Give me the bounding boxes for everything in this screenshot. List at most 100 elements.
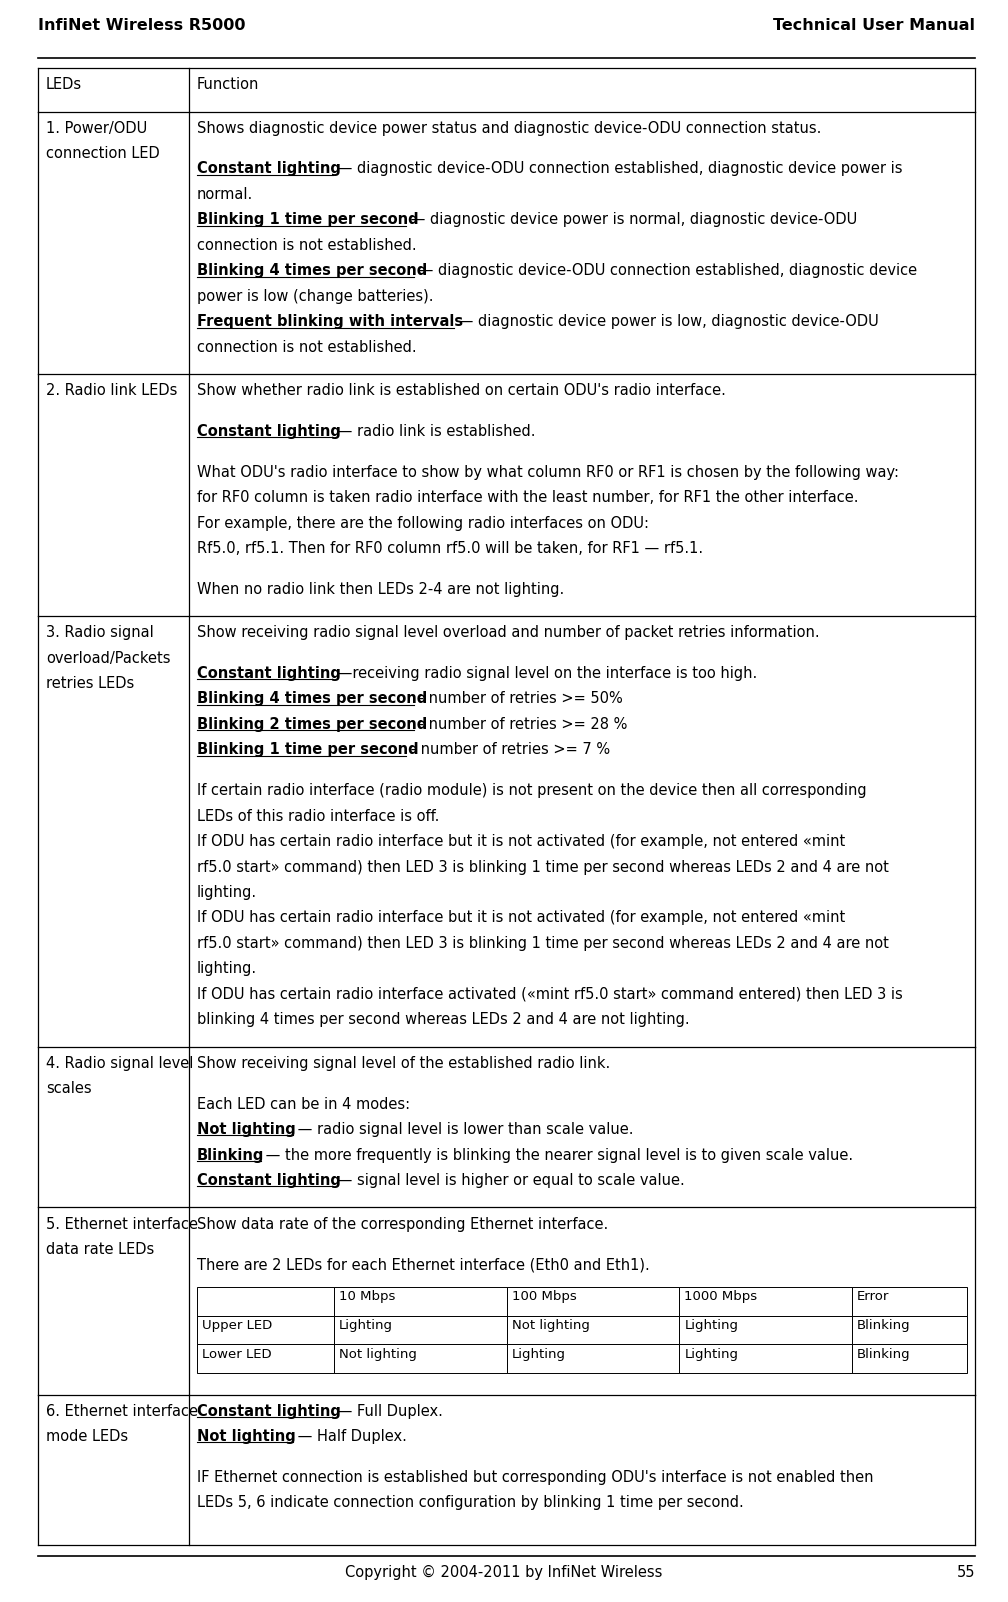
Text: Error: Error [857,1290,889,1302]
Text: for RF0 column is taken radio interface with the least number, for RF1 the other: for RF0 column is taken radio interface … [197,490,859,505]
Text: Show data rate of the corresponding Ethernet interface.: Show data rate of the corresponding Ethe… [197,1216,608,1232]
Text: — radio link is established.: — radio link is established. [334,425,536,439]
Text: IF Ethernet connection is established but corresponding ODU's interface is not e: IF Ethernet connection is established bu… [197,1469,874,1485]
Text: data rate LEDs: data rate LEDs [46,1242,154,1258]
Bar [335,1344,507,1373]
Text: If ODU has certain radio interface but it is not activated (for example, not ent: If ODU has certain radio interface but i… [197,910,846,926]
Text: Upper LED: Upper LED [202,1318,272,1331]
Text: Blinking: Blinking [197,1147,264,1163]
Text: If certain radio interface (radio module) is not present on the device then all : If certain radio interface (radio module… [197,783,867,798]
Text: Constant lighting: Constant lighting [197,162,341,176]
Text: Constant lighting: Constant lighting [197,1173,341,1189]
Bar [679,1286,852,1315]
Text: — signal level is higher or equal to scale value.: — signal level is higher or equal to sca… [334,1173,685,1189]
Text: LEDs 5, 6 indicate connection configuration by blinking 1 time per second.: LEDs 5, 6 indicate connection configurat… [197,1495,744,1511]
Text: Lighting: Lighting [339,1318,393,1331]
Text: — Half Duplex.: — Half Duplex. [293,1429,407,1443]
Text: — the more frequently is blinking the nearer signal level is to given scale valu: — the more frequently is blinking the ne… [261,1147,854,1163]
Text: Constant lighting: Constant lighting [197,1403,341,1418]
Text: Not lighting: Not lighting [197,1429,295,1443]
Text: For example, there are the following radio interfaces on ODU:: For example, there are the following rad… [197,516,649,530]
Text: Show receiving signal level of the established radio link.: Show receiving signal level of the estab… [197,1056,610,1070]
Text: Shows diagnostic device power status and diagnostic device-ODU connection status: Shows diagnostic device power status and… [197,120,822,136]
Text: 2. Radio link LEDs: 2. Radio link LEDs [46,383,177,399]
Bar [507,1344,679,1373]
Text: rf5.0 start» command) then LED 3 is blinking 1 time per second whereas LEDs 2 an: rf5.0 start» command) then LED 3 is blin… [197,860,889,875]
Bar [197,1286,335,1315]
Text: connection is not established.: connection is not established. [197,237,416,253]
Text: — Full Duplex.: — Full Duplex. [334,1403,444,1418]
Text: Technical User Manual: Technical User Manual [773,18,975,34]
Text: InfiNet Wireless R5000: InfiNet Wireless R5000 [38,18,246,34]
Text: — diagnostic device-ODU connection established, diagnostic device: — diagnostic device-ODU connection estab… [413,263,916,279]
Text: mode LEDs: mode LEDs [46,1429,128,1443]
Text: lighting.: lighting. [197,961,257,976]
Text: 100 Mbps: 100 Mbps [512,1290,577,1302]
Text: LEDs of this radio interface is off.: LEDs of this radio interface is off. [197,809,439,823]
Text: Blinking 1 time per second: Blinking 1 time per second [197,742,418,758]
Bar [335,1286,507,1315]
Text: Blinking: Blinking [857,1318,910,1331]
Text: Blinking: Blinking [857,1347,910,1360]
Text: scales: scales [46,1081,92,1096]
Text: Not lighting: Not lighting [339,1347,417,1360]
Text: normal.: normal. [197,187,253,202]
Text: 10 Mbps: 10 Mbps [339,1290,395,1302]
Bar [679,1315,852,1344]
Text: Show whether radio link is established on certain ODU's radio interface.: Show whether radio link is established o… [197,383,726,399]
Text: overload/Packets: overload/Packets [46,650,170,666]
Bar [507,1286,679,1315]
Text: 55: 55 [957,1565,975,1580]
Text: There are 2 LEDs for each Ethernet interface (Eth0 and Eth1).: There are 2 LEDs for each Ethernet inter… [197,1258,650,1272]
Text: If ODU has certain radio interface but it is not activated (for example, not ent: If ODU has certain radio interface but i… [197,835,846,849]
Text: - number of retries >= 7 %: - number of retries >= 7 % [405,742,610,758]
Bar [679,1344,852,1373]
Text: rf5.0 start» command) then LED 3 is blinking 1 time per second whereas LEDs 2 an: rf5.0 start» command) then LED 3 is blin… [197,936,889,952]
Text: connection is not established.: connection is not established. [197,340,416,354]
Text: 3. Radio signal: 3. Radio signal [46,625,154,641]
Text: If ODU has certain radio interface activated («mint rf5.0 start» command entered: If ODU has certain radio interface activ… [197,987,903,1001]
Text: Lighting: Lighting [512,1347,565,1360]
Text: — diagnostic device-ODU connection established, diagnostic device power is: — diagnostic device-ODU connection estab… [334,162,903,176]
Text: Each LED can be in 4 modes:: Each LED can be in 4 modes: [197,1097,410,1112]
Text: Lower LED: Lower LED [202,1347,271,1360]
Text: —receiving radio signal level on the interface is too high.: —receiving radio signal level on the int… [334,666,758,681]
Text: What ODU's radio interface to show by what column RF0 or RF1 is chosen by the fo: What ODU's radio interface to show by wh… [197,465,899,479]
Bar [852,1315,967,1344]
Text: lighting.: lighting. [197,884,257,900]
Text: power is low (change batteries).: power is low (change batteries). [197,288,433,304]
Text: When no radio link then LEDs 2-4 are not lighting.: When no radio link then LEDs 2-4 are not… [197,582,564,596]
Text: - number of retries >= 50%: - number of retries >= 50% [413,692,622,706]
Text: 6. Ethernet interface: 6. Ethernet interface [46,1403,198,1418]
Bar [335,1315,507,1344]
Text: Blinking 2 times per second: Blinking 2 times per second [197,718,427,732]
Text: Blinking 1 time per second: Blinking 1 time per second [197,213,418,227]
Bar [197,1344,335,1373]
Text: — radio signal level is lower than scale value.: — radio signal level is lower than scale… [293,1121,634,1137]
Text: — diagnostic device power is low, diagnostic device-ODU: — diagnostic device power is low, diagno… [454,314,878,328]
Text: connection LED: connection LED [46,146,159,162]
Text: Function: Function [197,77,259,91]
Bar [507,1315,679,1344]
Text: Not lighting: Not lighting [197,1121,295,1137]
Text: 5. Ethernet interface: 5. Ethernet interface [46,1216,198,1232]
Text: 1. Power/ODU: 1. Power/ODU [46,120,147,136]
Text: - number of retries >= 28 %: - number of retries >= 28 % [413,718,627,732]
Text: LEDs: LEDs [46,77,82,91]
Text: 1000 Mbps: 1000 Mbps [684,1290,757,1302]
Text: Frequent blinking with intervals: Frequent blinking with intervals [197,314,463,328]
Bar [852,1344,967,1373]
Text: — diagnostic device power is normal, diagnostic device-ODU: — diagnostic device power is normal, dia… [405,213,857,227]
Text: blinking 4 times per second whereas LEDs 2 and 4 are not lighting.: blinking 4 times per second whereas LEDs… [197,1012,689,1027]
Text: Copyright © 2004-2011 by InfiNet Wireless: Copyright © 2004-2011 by InfiNet Wireles… [346,1565,662,1580]
Text: Constant lighting: Constant lighting [197,666,341,681]
Text: Not lighting: Not lighting [512,1318,590,1331]
Text: Rf5.0, rf5.1. Then for RF0 column rf5.0 will be taken, for RF1 — rf5.1.: Rf5.0, rf5.1. Then for RF0 column rf5.0 … [197,541,704,556]
Text: Blinking 4 times per second: Blinking 4 times per second [197,263,427,279]
Bar [197,1315,335,1344]
Bar [852,1286,967,1315]
Text: Lighting: Lighting [684,1347,738,1360]
Text: Lighting: Lighting [684,1318,738,1331]
Text: Constant lighting: Constant lighting [197,425,341,439]
Text: Show receiving radio signal level overload and number of packet retries informat: Show receiving radio signal level overlo… [197,625,820,641]
